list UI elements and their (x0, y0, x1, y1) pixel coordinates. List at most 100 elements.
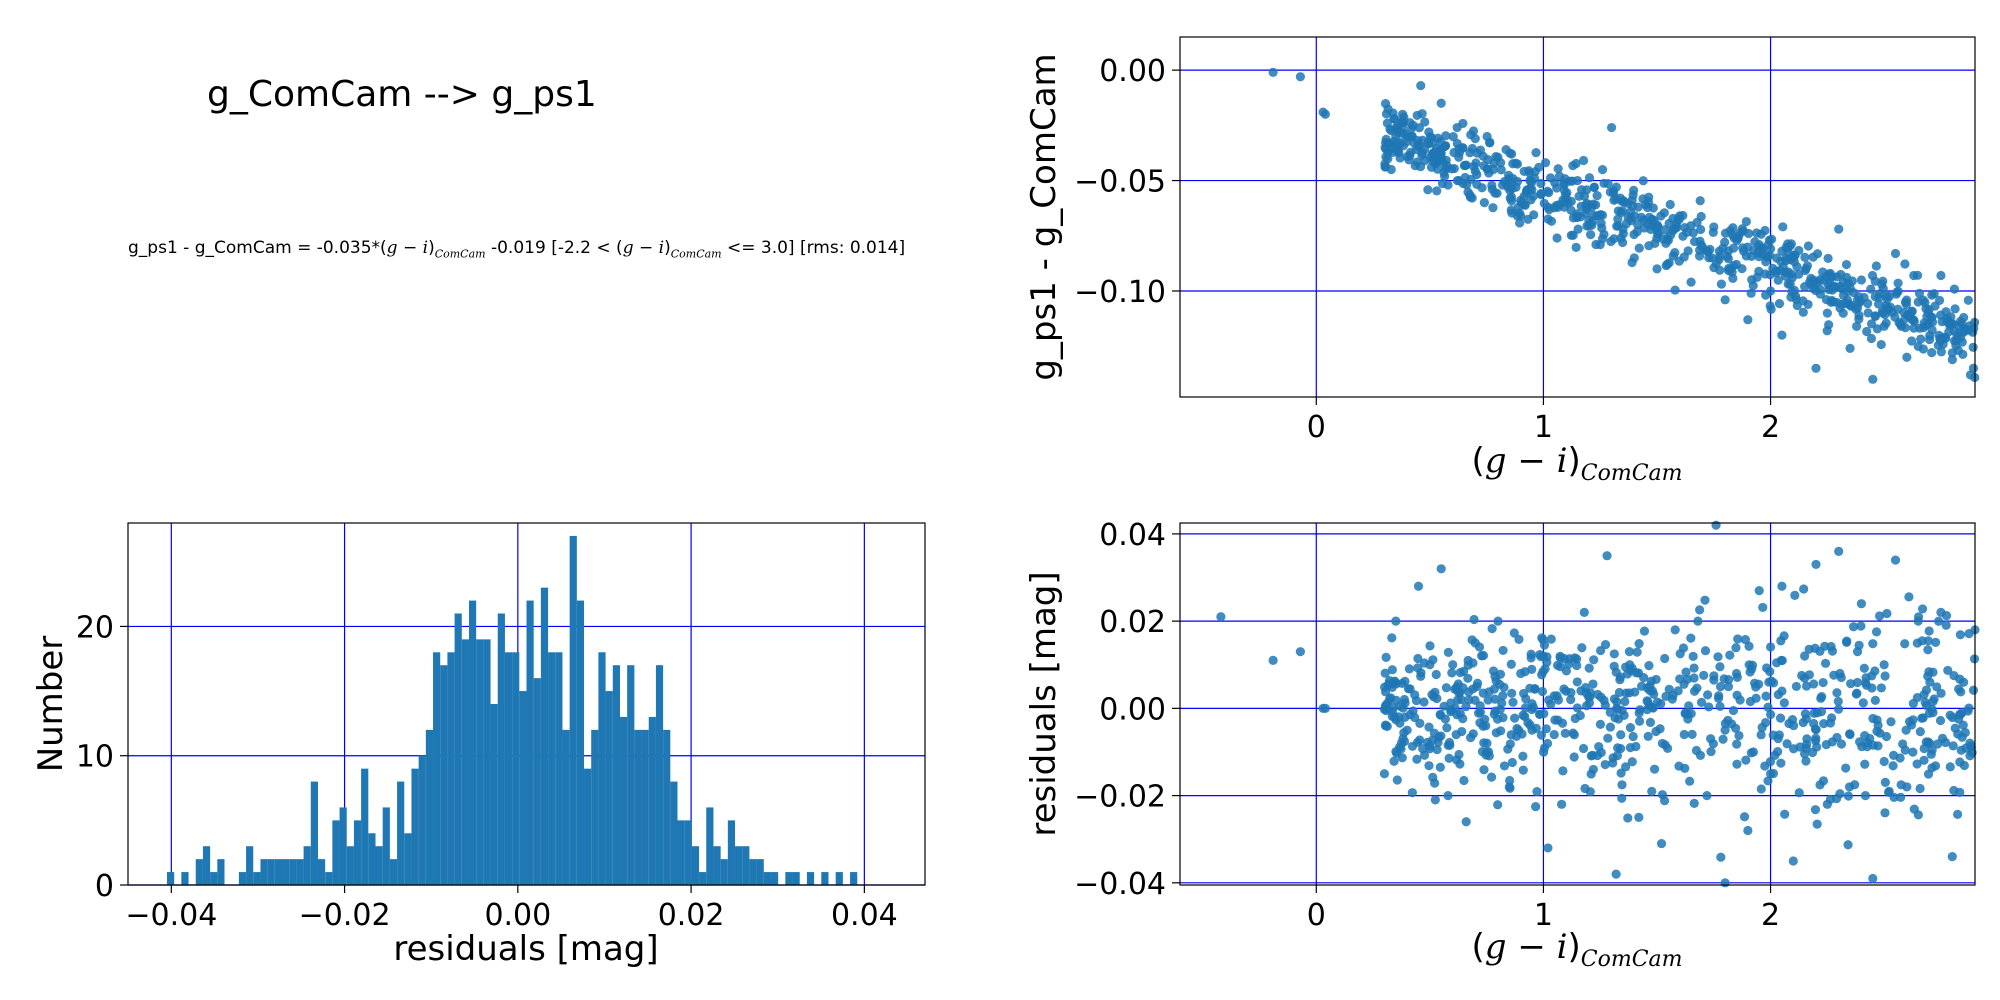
data-point (1850, 780, 1860, 790)
data-point (1609, 649, 1619, 659)
data-point (1895, 319, 1906, 329)
data-point (1617, 793, 1627, 803)
data-point (1507, 757, 1517, 768)
data-point (1381, 652, 1391, 662)
fit-formula: g_ps1 - g_ComCam = -0.035*(g − i)ComCam … (128, 238, 905, 260)
data-point (1789, 257, 1799, 267)
data-point (1468, 126, 1479, 136)
data-point (1912, 692, 1922, 703)
data-point (1499, 761, 1510, 771)
data-point (1580, 783, 1590, 794)
data-point (1806, 279, 1816, 289)
histogram-bar (476, 639, 484, 885)
data-point (1542, 738, 1553, 749)
data-point (1643, 197, 1654, 207)
data-point (1605, 722, 1615, 732)
data-point (1477, 183, 1487, 193)
data-point (1431, 157, 1441, 168)
data-point (1489, 158, 1499, 168)
data-point (1747, 664, 1757, 674)
data-point (1514, 634, 1524, 645)
data-point (1380, 162, 1391, 172)
data-point (1442, 723, 1452, 733)
data-point (1454, 152, 1464, 162)
data-point (1675, 649, 1685, 659)
data-point (1611, 869, 1621, 879)
data-point (1663, 743, 1673, 753)
data-point (1715, 662, 1725, 672)
data-point (1881, 300, 1891, 311)
data-point (1763, 776, 1773, 786)
data-point (1776, 655, 1786, 666)
x-tick-label: −0.02 (299, 898, 391, 933)
data-point (1515, 218, 1525, 228)
data-point (1404, 664, 1415, 674)
data-point (1543, 843, 1553, 853)
x-tick-label: 1 (1534, 410, 1553, 445)
data-point (1728, 705, 1739, 716)
data-point (1715, 251, 1725, 262)
data-point (1818, 776, 1829, 786)
data-point (1902, 352, 1912, 362)
data-point (1964, 703, 1974, 713)
data-point (1441, 683, 1451, 693)
data-point (1452, 755, 1462, 765)
data-point (1530, 684, 1540, 694)
data-point (1674, 761, 1684, 771)
data-point (1838, 290, 1849, 301)
histogram-bar (418, 755, 426, 885)
data-point (1950, 304, 1960, 314)
data-point (1758, 249, 1768, 259)
xlabel-sub: ComCam (1581, 947, 1683, 972)
data-point (1419, 697, 1429, 707)
data-point (1758, 602, 1768, 613)
data-point (1900, 259, 1910, 269)
data-point (1743, 825, 1753, 836)
xlabel-g: g (1485, 927, 1507, 967)
data-point (1915, 783, 1925, 794)
data-point (1647, 786, 1657, 796)
data-point (1801, 756, 1811, 766)
data-point (1776, 758, 1786, 768)
data-point (1575, 710, 1585, 721)
histogram-bar (346, 846, 354, 885)
data-point (1529, 173, 1540, 183)
data-point (1824, 320, 1834, 330)
data-point (1810, 736, 1821, 746)
data-point (1888, 761, 1898, 771)
data-point (1518, 751, 1528, 761)
data-point (1552, 233, 1562, 243)
histogram-bar (181, 872, 189, 885)
data-point (1922, 701, 1932, 711)
histogram-bar (325, 872, 333, 885)
data-point (1479, 198, 1489, 208)
data-point (1963, 295, 1973, 305)
data-point (1506, 730, 1516, 740)
data-point (1483, 695, 1493, 705)
data-point (1506, 659, 1516, 669)
data-point (1578, 155, 1589, 166)
data-point (1923, 636, 1933, 646)
data-point (1861, 680, 1872, 690)
histogram-bar (648, 716, 656, 885)
data-point (1582, 701, 1592, 711)
histogram-bar (835, 872, 843, 885)
data-point (1822, 308, 1832, 318)
data-point (1731, 723, 1741, 733)
data-point (1773, 733, 1783, 744)
xlabel-close: ) (1568, 927, 1581, 967)
data-point (1874, 292, 1884, 302)
data-point (1802, 734, 1812, 744)
data-point (1696, 240, 1706, 250)
histogram-bar (785, 872, 793, 885)
data-point (1387, 633, 1397, 643)
data-point (1870, 311, 1880, 321)
data-point (1947, 852, 1957, 862)
data-point (1841, 259, 1852, 270)
data-point (1560, 197, 1570, 207)
data-point (1591, 239, 1601, 250)
histogram-bar (605, 691, 613, 885)
data-point (1900, 639, 1910, 649)
histogram-bar (267, 859, 275, 885)
data-point (1416, 80, 1426, 91)
